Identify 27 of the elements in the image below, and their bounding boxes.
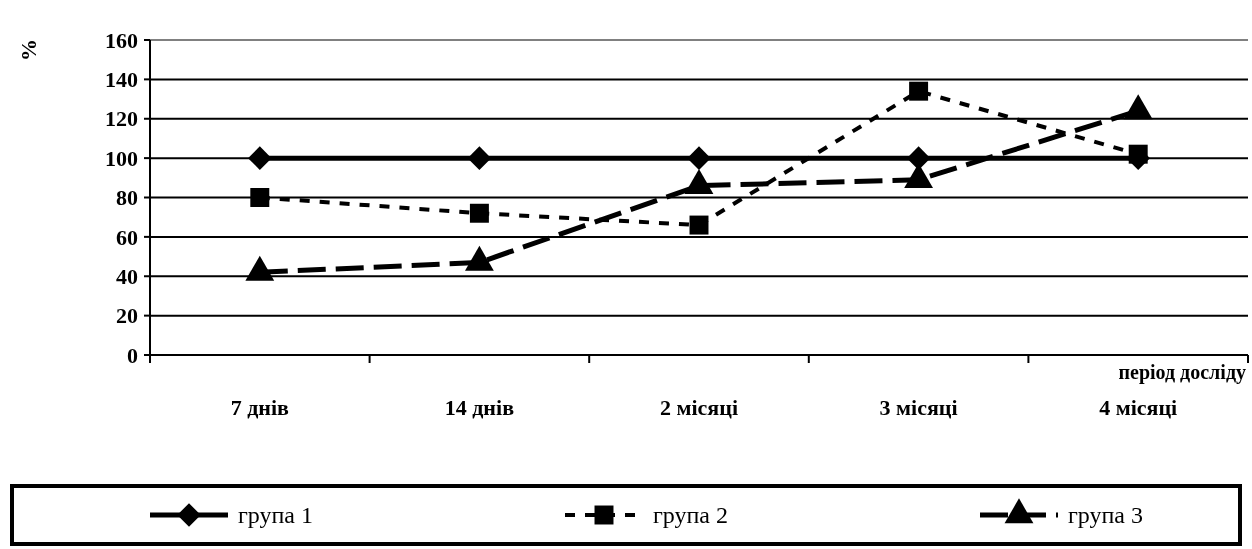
point bbox=[689, 215, 709, 235]
legend-label: група 1 bbox=[238, 502, 314, 529]
y-tick-label: 100 bbox=[105, 145, 138, 171]
y-tick-label: 120 bbox=[105, 106, 138, 132]
point bbox=[248, 146, 272, 170]
y-tick-label: 0 bbox=[127, 342, 138, 368]
y-tick-label: 80 bbox=[116, 185, 138, 211]
point bbox=[909, 81, 929, 101]
legend-label: група 2 bbox=[653, 502, 729, 529]
x-tick-label: 7 днів bbox=[230, 395, 290, 420]
x-tick-label: 3 місяці bbox=[879, 395, 958, 420]
point bbox=[250, 188, 270, 207]
y-tick-label: 20 bbox=[116, 303, 138, 329]
y-axis-title: % bbox=[16, 39, 41, 61]
legend-label: група 3 bbox=[1068, 502, 1144, 529]
y-tick-label: 160 bbox=[105, 27, 138, 53]
y-tick-label: 140 bbox=[105, 67, 138, 93]
x-axis-title: період досліду bbox=[1118, 361, 1246, 384]
point bbox=[467, 146, 492, 170]
point bbox=[906, 146, 931, 170]
x-tick-label: 2 місяці bbox=[659, 395, 739, 420]
x-tick-label: 14 днів bbox=[444, 395, 515, 420]
y-tick-label: 40 bbox=[116, 263, 138, 289]
y-tick-label: 60 bbox=[116, 224, 138, 250]
point bbox=[469, 203, 489, 223]
x-tick-label: 4 місяці bbox=[1099, 395, 1178, 420]
point bbox=[687, 146, 711, 170]
